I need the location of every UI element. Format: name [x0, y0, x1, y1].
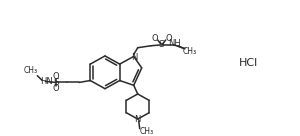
Text: HN: HN — [40, 77, 53, 86]
Text: S: S — [53, 78, 59, 87]
Text: CH₃: CH₃ — [23, 66, 37, 75]
Text: N: N — [134, 115, 141, 124]
Text: N: N — [131, 53, 138, 62]
Text: CH₃: CH₃ — [183, 47, 197, 56]
Text: O: O — [152, 34, 158, 43]
Text: O: O — [165, 34, 172, 43]
Text: NH: NH — [168, 39, 181, 48]
Text: CH₃: CH₃ — [140, 127, 154, 136]
Text: O: O — [53, 72, 60, 81]
Text: HCl: HCl — [238, 58, 258, 68]
Text: O: O — [53, 84, 60, 93]
Text: S: S — [159, 40, 165, 49]
